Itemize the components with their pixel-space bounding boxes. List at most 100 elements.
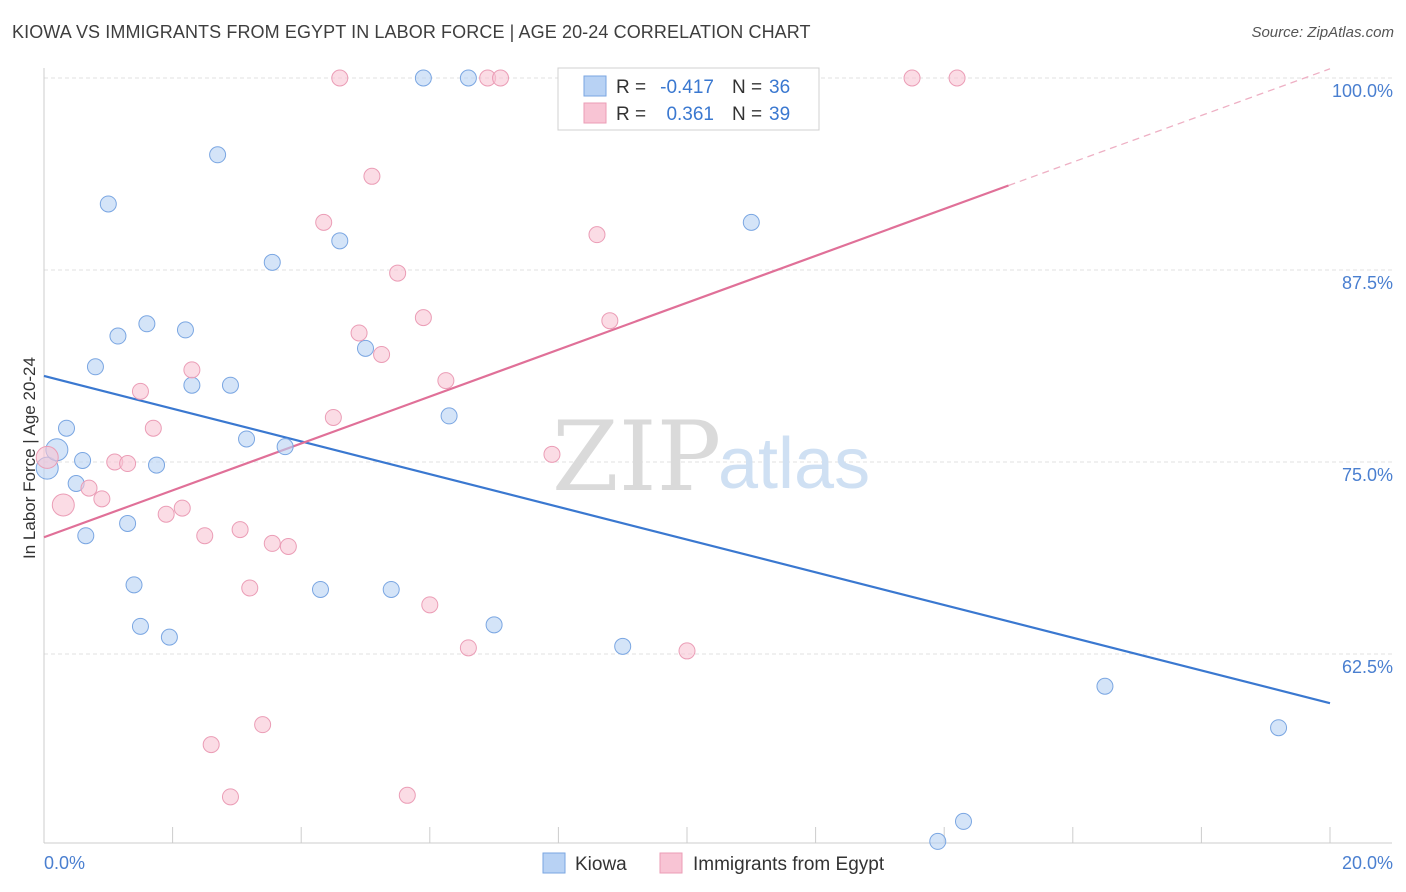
egypt-trend-extension xyxy=(1008,68,1331,187)
egypt-point xyxy=(119,455,137,473)
x-tick-labels: 0.0% 20.0% xyxy=(44,853,1393,873)
kiowa-point xyxy=(183,376,201,394)
x-tick-label: 0.0% xyxy=(44,853,85,873)
legend-egypt-swatch xyxy=(659,852,683,874)
egypt-point xyxy=(173,499,191,517)
kiowa-point xyxy=(1096,677,1114,695)
legend-kiowa-swatch xyxy=(542,852,566,874)
egypt-n-label: N = xyxy=(732,104,762,125)
egypt-point xyxy=(315,213,333,231)
egypt-point xyxy=(398,786,416,804)
x-tick-label: 20.0% xyxy=(1342,853,1393,873)
kiowa-point xyxy=(311,580,329,598)
data-points xyxy=(35,69,1288,850)
kiowa-point xyxy=(74,451,92,469)
egypt-point xyxy=(492,69,510,87)
egypt-point xyxy=(254,716,272,734)
egypt-point xyxy=(196,527,214,545)
egypt-point xyxy=(231,521,249,539)
grid xyxy=(44,77,1392,655)
egypt-r-value: 0.361 xyxy=(666,104,714,125)
kiowa-r-value: -0.417 xyxy=(660,77,714,98)
kiowa-point xyxy=(382,580,400,598)
kiowa-point xyxy=(954,812,972,830)
kiowa-point xyxy=(160,628,178,646)
egypt-point xyxy=(437,372,455,390)
egypt-point xyxy=(903,69,921,87)
egypt-point xyxy=(221,788,239,806)
egypt-point xyxy=(279,537,297,555)
kiowa-r-label: R = xyxy=(616,77,646,98)
kiowa-point xyxy=(414,69,432,87)
kiowa-point xyxy=(440,407,458,425)
kiowa-point xyxy=(125,576,143,594)
kiowa-point xyxy=(357,339,374,357)
y-tick-label: 62.5% xyxy=(1342,657,1393,677)
watermark-atlas: atlas xyxy=(718,424,870,504)
kiowa-point xyxy=(138,315,156,333)
y-tick-label: 87.5% xyxy=(1342,273,1393,293)
kiowa-point xyxy=(459,69,477,87)
kiowa-point xyxy=(221,376,239,394)
egypt-point xyxy=(588,226,606,244)
kiowa-point xyxy=(86,358,104,376)
series-legend: Kiowa Immigrants from Egypt xyxy=(542,852,885,875)
kiowa-point xyxy=(1270,719,1288,737)
egypt-point xyxy=(543,445,561,463)
egypt-point xyxy=(144,419,162,437)
kiowa-point xyxy=(148,456,166,474)
stats-legend: R = -0.417 N = 36 R = 0.361 N = 39 xyxy=(557,67,820,131)
egypt-point xyxy=(183,361,201,379)
egypt-point xyxy=(35,445,59,469)
kiowa-n-value: 36 xyxy=(769,77,790,98)
watermark-zip: ZIP xyxy=(552,401,721,513)
egypt-point xyxy=(678,642,696,660)
legend-kiowa-label: Kiowa xyxy=(575,854,627,875)
egypt-point xyxy=(421,596,439,614)
egypt-point xyxy=(363,167,381,185)
kiowa-point xyxy=(176,321,194,339)
egypt-point xyxy=(948,69,966,87)
egypt-point xyxy=(324,408,342,426)
egypt-point xyxy=(131,382,149,400)
kiowa-point xyxy=(742,213,760,231)
y-tick-label: 75.0% xyxy=(1342,465,1393,485)
egypt-point xyxy=(373,345,391,363)
source-label: Source: ZipAtlas.com xyxy=(1251,24,1394,41)
egypt-r-label: R = xyxy=(616,104,646,125)
kiowa-point xyxy=(119,514,137,532)
egypt-point xyxy=(459,639,477,657)
y-axis-title: In Labor Force | Age 20-24 xyxy=(20,357,39,559)
egypt-point xyxy=(389,264,407,282)
y-tick-label: 100.0% xyxy=(1332,81,1393,101)
kiowa-point xyxy=(276,438,294,456)
egypt-swatch xyxy=(583,102,607,124)
egypt-point xyxy=(51,493,75,517)
kiowa-point xyxy=(263,253,281,271)
egypt-point xyxy=(414,309,432,327)
egypt-point xyxy=(93,490,111,508)
kiowa-swatch xyxy=(583,75,607,97)
kiowa-trend-line xyxy=(43,374,1331,705)
kiowa-n-label: N = xyxy=(732,77,762,98)
kiowa-point xyxy=(109,327,127,345)
egypt-n-value: 39 xyxy=(769,104,790,125)
kiowa-point xyxy=(209,146,227,164)
chart-title: KIOWA VS IMMIGRANTS FROM EGYPT IN LABOR … xyxy=(12,22,811,42)
legend-egypt-label: Immigrants from Egypt xyxy=(693,854,885,875)
kiowa-point xyxy=(131,617,149,635)
egypt-point xyxy=(80,479,98,497)
egypt-point xyxy=(350,324,368,342)
kiowa-point xyxy=(99,195,117,213)
trend-lines xyxy=(43,68,1331,705)
kiowa-point xyxy=(58,419,76,437)
kiowa-point xyxy=(929,832,947,850)
egypt-point xyxy=(263,534,281,552)
egypt-point xyxy=(601,312,619,330)
y-tick-labels: 62.5% 75.0% 87.5% 100.0% xyxy=(1332,81,1393,677)
watermark: ZIP atlas xyxy=(552,401,870,513)
kiowa-point xyxy=(77,527,95,545)
kiowa-point xyxy=(614,637,632,655)
kiowa-point xyxy=(331,232,349,250)
